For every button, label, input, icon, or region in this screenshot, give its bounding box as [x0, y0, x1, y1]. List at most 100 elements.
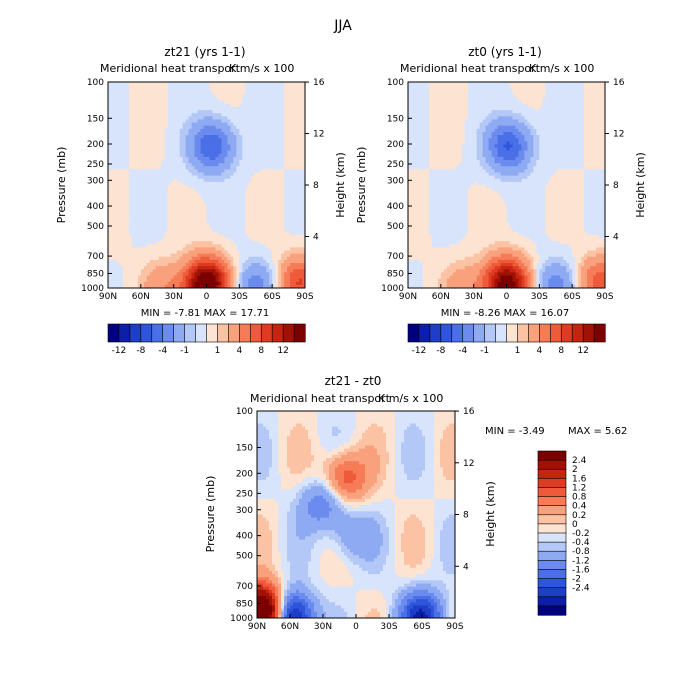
heatmap-cell: [108, 160, 112, 164]
heatmap-cell: [167, 247, 172, 252]
heatmap-cell: [233, 197, 237, 202]
heatmap-cell: [458, 94, 463, 99]
heatmap-cell: [254, 238, 258, 242]
heatmap-cell: [242, 272, 246, 277]
heatmap-cell: [140, 122, 145, 127]
heatmap-cell: [146, 82, 151, 86]
heatmap-cell: [128, 188, 133, 192]
heatmap-cell: [212, 197, 216, 202]
heatmap-cell: [296, 225, 300, 230]
heatmap-cell: [266, 284, 270, 289]
heatmap-cell: [140, 88, 145, 92]
heatmap-cell: [113, 225, 118, 230]
heatmap-cell: [446, 85, 451, 89]
heatmap-cell: [113, 160, 118, 164]
heatmap-cell: [290, 278, 294, 283]
heatmap-cell: [224, 103, 228, 108]
heatmap-cell: [128, 281, 133, 286]
y2-tick-label: 8: [313, 181, 319, 191]
heatmap-cell: [146, 85, 151, 89]
heatmap-cell: [413, 100, 418, 105]
heatmap-cell: [260, 250, 264, 255]
heatmap-cell: [143, 272, 148, 277]
heatmap-cell: [434, 88, 439, 92]
heatmap-cell: [257, 213, 261, 217]
heatmap-cell: [596, 82, 600, 86]
heatmap-cell: [146, 266, 151, 270]
heatmap-cell: [254, 194, 258, 198]
heatmap-cell: [269, 234, 273, 239]
heatmap-cell: [257, 156, 261, 161]
heatmap-cell: [143, 88, 148, 92]
heatmap-cell: [209, 194, 213, 198]
heatmap-cell: [278, 200, 282, 205]
heatmap-cell: [110, 122, 115, 127]
heatmap-cell: [221, 125, 225, 130]
heatmap-cell: [146, 263, 151, 267]
heatmap-cell: [140, 128, 145, 133]
heatmap-cell: [227, 156, 231, 161]
heatmap-cell: [176, 213, 181, 217]
heatmap-cell: [503, 100, 507, 105]
heatmap-cell: [113, 231, 118, 236]
heatmap-cell: [158, 103, 163, 108]
heatmap-cell: [242, 116, 246, 120]
heatmap-cell: [185, 206, 190, 211]
figure-title: JJA: [333, 18, 352, 34]
heatmap-cell: [290, 225, 294, 230]
heatmap-cell: [260, 247, 264, 252]
heatmap-cell: [212, 128, 216, 133]
heatmap-cell: [224, 284, 228, 289]
y2-axis-label: Height (km): [634, 152, 647, 218]
heatmap-cell: [200, 266, 205, 270]
heatmap-cell: [188, 241, 193, 245]
heatmap-cell: [284, 238, 288, 242]
heatmap-cell: [284, 97, 288, 102]
heatmap-cell: [236, 128, 240, 133]
heatmap-cell: [452, 85, 457, 89]
heatmap-cell: [110, 206, 115, 211]
heatmap-cell: [263, 128, 267, 133]
heatmap-cell: [494, 97, 499, 102]
heatmap-cell: [125, 160, 130, 164]
heatmap-cell: [272, 156, 276, 161]
heatmap-cell: [227, 256, 231, 261]
heatmap-cell: [296, 131, 300, 136]
heatmap-cell: [176, 191, 181, 195]
heatmap-cell: [140, 275, 145, 280]
heatmap-cell: [116, 128, 121, 133]
heatmap-cell: [164, 175, 169, 180]
heatmap-cell: [293, 113, 297, 117]
heatmap-cell: [236, 110, 240, 114]
heatmap-cell: [254, 222, 258, 227]
heatmap-cell: [431, 82, 436, 86]
heatmap-cell: [182, 213, 187, 217]
heatmap-cell: [125, 185, 130, 189]
heatmap-cell: [113, 91, 118, 95]
heatmap-cell: [290, 256, 294, 261]
heatmap-cell: [230, 259, 234, 264]
heatmap-cell: [185, 103, 190, 108]
heatmap-cell: [209, 94, 213, 99]
heatmap-cell: [230, 125, 234, 130]
heatmap-cell: [191, 85, 196, 89]
heatmap-cell: [149, 82, 154, 86]
heatmap-cell: [242, 278, 246, 283]
heatmap-cell: [227, 163, 231, 167]
heatmap-cell: [194, 185, 199, 189]
heatmap-cell: [128, 228, 133, 233]
heatmap-cell: [224, 247, 228, 252]
heatmap-cell: [212, 156, 216, 161]
heatmap-cell: [569, 91, 573, 95]
heatmap-cell: [164, 188, 169, 192]
heatmap-cell: [251, 247, 255, 252]
heatmap-cell: [422, 85, 427, 89]
heatmap-cell: [449, 97, 454, 102]
heatmap-cell: [248, 144, 252, 149]
heatmap-cell: [287, 284, 291, 289]
heatmap-cell: [239, 163, 243, 167]
heatmap-cell: [149, 103, 154, 108]
heatmap-cell: [161, 272, 166, 277]
heatmap-cell: [194, 141, 199, 145]
heatmap-cell: [188, 88, 193, 92]
